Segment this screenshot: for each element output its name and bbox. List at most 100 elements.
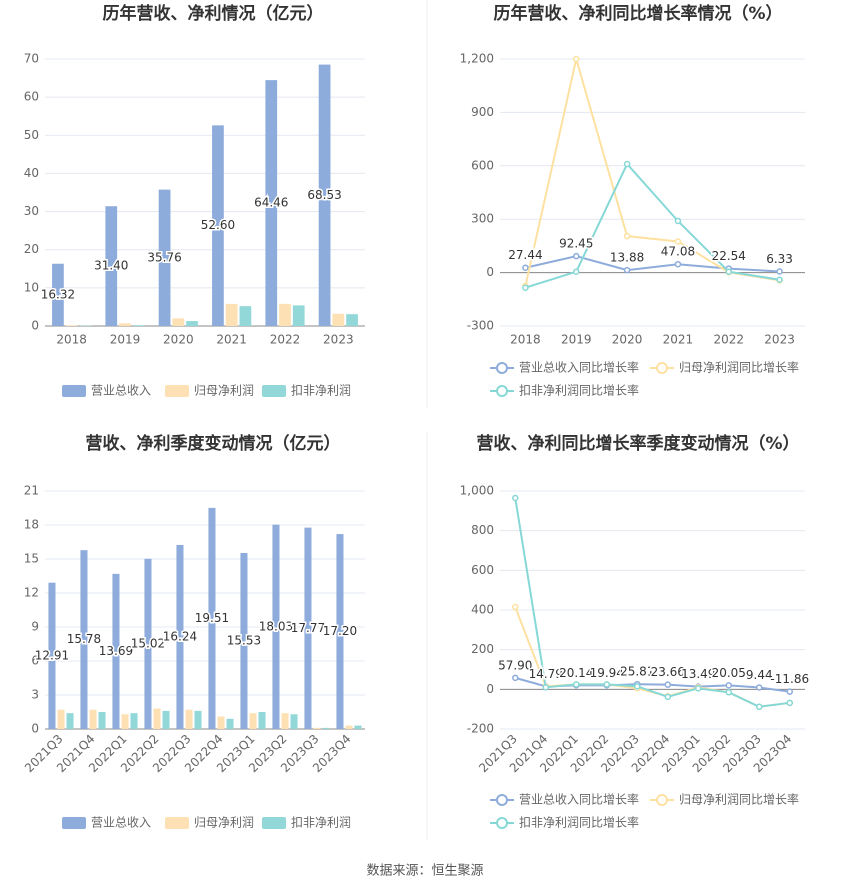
bar — [318, 64, 331, 327]
y-tick-label: 30 — [24, 204, 39, 218]
bar — [322, 727, 330, 729]
bar — [112, 573, 120, 729]
line — [525, 162, 780, 289]
point — [573, 681, 580, 688]
point — [512, 494, 519, 502]
legend-swatch — [165, 817, 189, 829]
data-label: 22.54 — [712, 249, 746, 263]
data-label: 17.77 — [291, 621, 325, 635]
point — [674, 260, 682, 268]
x-tick-label: 2022 — [713, 333, 744, 347]
legend-swatch — [496, 817, 508, 829]
point — [542, 684, 549, 691]
x-tick-label: 2018 — [510, 333, 541, 347]
bar — [239, 306, 252, 326]
bar — [185, 709, 193, 729]
bar — [281, 713, 289, 729]
y-tick-label: 0 — [31, 722, 39, 736]
legend-label: 营业总收入同比增长率 — [519, 360, 639, 375]
legend-label: 归母净利润同比增长率 — [679, 360, 799, 375]
data-label: 15.53 — [227, 633, 261, 647]
legend-label: 扣非净利润 — [291, 384, 351, 398]
legend-label: 营业总收入 — [91, 384, 151, 398]
bar — [249, 713, 257, 729]
x-tick-label: 2020 — [163, 333, 194, 347]
y-tick-label: 9 — [31, 620, 39, 634]
point — [623, 232, 631, 240]
point — [776, 276, 783, 283]
bar — [89, 709, 97, 729]
data-label: 19.51 — [195, 611, 229, 625]
x-tick-label: 2021 — [216, 333, 247, 347]
data-label: 6.33 — [766, 252, 793, 266]
chart-title: 营收、净利同比增长率季度变动情况（%） — [476, 433, 799, 454]
y-tick-label: 600 — [471, 563, 494, 577]
bar — [162, 710, 170, 729]
legend-label: 归母净利润 — [194, 384, 254, 398]
bar — [313, 727, 321, 729]
point — [573, 268, 580, 275]
x-tick-label: 2018 — [56, 333, 87, 347]
legend-label: 归母净利润 — [194, 816, 254, 830]
chart-title: 历年营收、净利同比增长率情况（%） — [493, 3, 782, 24]
legend-label: 营业总收入同比增长率 — [519, 792, 639, 807]
source: 数据来源：恒生聚源 — [366, 864, 483, 879]
data-label: 13.88 — [610, 251, 644, 265]
bar — [52, 263, 64, 326]
bar — [119, 323, 131, 326]
legend-label: 归母净利润同比增长率 — [679, 792, 799, 807]
point — [512, 603, 519, 611]
y-tick-label: 40 — [24, 166, 39, 180]
line — [525, 255, 780, 273]
x-tick-label: 2022 — [270, 333, 301, 347]
point — [725, 268, 732, 275]
y-tick-label: 10 — [24, 280, 39, 294]
y-tick-label: 20 — [24, 242, 39, 256]
bar — [354, 725, 362, 729]
point — [623, 266, 631, 274]
legend-swatch — [656, 362, 668, 374]
y-tick-label: 0 — [31, 319, 39, 333]
legend-label: 扣非净利润同比增长率 — [519, 383, 639, 398]
y-tick-label: 12 — [24, 586, 39, 600]
bar — [336, 534, 344, 729]
data-label: 20.14 — [559, 666, 593, 680]
point — [756, 703, 763, 711]
bar — [304, 527, 312, 729]
bar — [290, 714, 298, 729]
data-label: 15.02 — [131, 636, 165, 650]
data-label: 92.45 — [559, 237, 593, 251]
x-tick-label: 2019 — [110, 333, 141, 347]
legend-swatch — [496, 794, 508, 806]
point — [512, 674, 519, 682]
data-label: 18.03 — [259, 619, 293, 633]
y-tick-label: 60 — [24, 90, 39, 104]
data-label: 16.32 — [41, 287, 75, 301]
data-label: 35.76 — [147, 250, 181, 264]
data-label: 57.90 — [498, 658, 532, 672]
data-label: 13.49 — [681, 667, 715, 681]
y-tick-label: 6 — [31, 654, 39, 668]
point — [634, 683, 641, 690]
y-tick-label: 800 — [471, 523, 494, 537]
data-label: 14.79 — [529, 667, 563, 681]
y-tick-label: 0 — [486, 265, 494, 279]
bar — [80, 550, 88, 729]
x-tick-label: 2020 — [612, 333, 643, 347]
y-tick-label: -300 — [467, 319, 494, 333]
data-label: 17.20 — [323, 624, 357, 638]
legend-swatch — [496, 385, 508, 397]
point — [756, 684, 763, 691]
bar — [258, 712, 266, 729]
chart-title: 历年营收、净利情况（亿元） — [103, 3, 324, 24]
point — [623, 160, 631, 168]
bar — [144, 558, 152, 729]
y-tick-label: 400 — [471, 603, 494, 617]
bar — [212, 125, 224, 327]
bar — [279, 303, 291, 326]
point — [573, 252, 580, 260]
legend-swatch — [262, 385, 286, 397]
data-label: 64.46 — [254, 196, 288, 210]
legend-swatch — [262, 817, 286, 829]
bar — [332, 313, 345, 326]
